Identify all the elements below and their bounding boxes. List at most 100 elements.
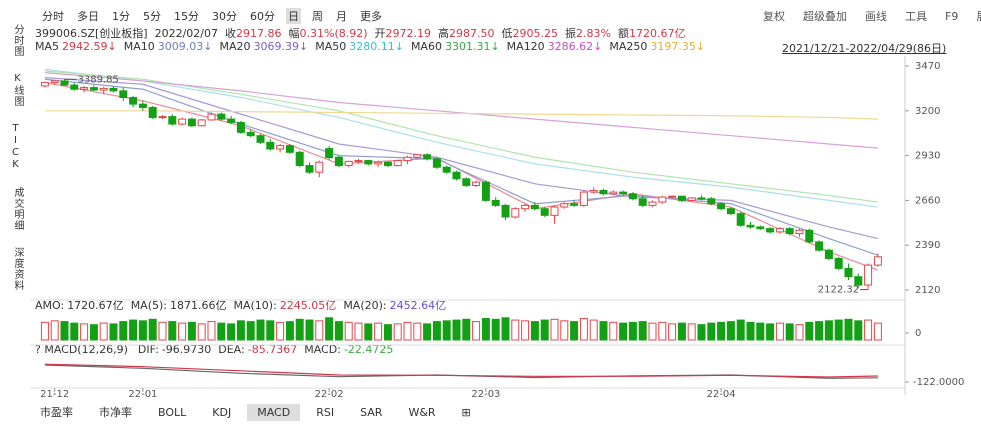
volume-bar [766, 323, 775, 341]
legend-name: MA(5): [130, 299, 167, 312]
candle-body [217, 113, 226, 120]
volume-bar [197, 323, 206, 341]
side-tab[interactable]: K线图 [12, 73, 23, 107]
legend-name: MA20 [219, 40, 251, 53]
period-button[interactable]: 周 [312, 10, 323, 23]
side-tab[interactable]: 分时图 [12, 24, 23, 57]
candle-body [579, 191, 588, 206]
info-item: 低2905.25 [502, 25, 559, 41]
volume-bar [834, 319, 843, 341]
volume-bar [521, 320, 530, 341]
candle-body [168, 116, 177, 125]
volume-bar [325, 317, 334, 341]
period-button[interactable]: 30分 [212, 10, 237, 23]
volume-bar [677, 322, 686, 341]
indicator-tab[interactable]: MACD [247, 403, 301, 421]
volume-bar [717, 321, 726, 341]
legend-item: MA250 3197.35↓ [609, 40, 705, 53]
ma-line [44, 68, 878, 208]
tool-button[interactable]: 画线 [865, 10, 887, 23]
volume-bar [295, 318, 304, 341]
tool-button[interactable]: 工具 [905, 10, 927, 23]
volume-bar [227, 323, 236, 341]
candle-body [413, 154, 422, 158]
candle-body [648, 201, 657, 206]
side-tab[interactable]: 深度资料 [12, 247, 23, 291]
indicator-tab[interactable]: SAR [360, 405, 383, 419]
legend-item: DIF: -96.9730 [138, 343, 211, 356]
indicator-tab[interactable]: ⊞ [461, 405, 471, 419]
candle-body [560, 203, 569, 208]
candle-body [70, 84, 79, 90]
indicator-tab[interactable]: BOLL [158, 405, 187, 419]
candle-body [442, 166, 451, 173]
volume-bar [805, 321, 814, 341]
volume-bar [354, 322, 363, 341]
candle-body [295, 151, 304, 167]
side-tab[interactable]: TICK [10, 123, 21, 171]
volume-bar [187, 321, 196, 341]
legend-value: 3197.35↓ [650, 40, 706, 53]
volume-bar [726, 321, 735, 341]
volume-bar [236, 320, 245, 341]
volume-bar [148, 318, 157, 341]
sidebar: 分时图 K线图 TICK 成交明细深度资料 [10, 24, 28, 307]
volume-bar [697, 324, 706, 341]
tool-button[interactable]: 展开◂ [976, 8, 981, 24]
info-item: 开2972.19 [375, 25, 432, 41]
side-tab[interactable]: 成交明细 [12, 187, 23, 231]
volume-bar [844, 318, 853, 341]
info-label: 开 [374, 27, 386, 40]
legend-name: MA5 [35, 40, 60, 53]
tool-button[interactable]: 超级叠加 [803, 10, 847, 23]
candle-body [864, 264, 873, 286]
period-button[interactable]: 更多 [360, 10, 382, 23]
candle-body [668, 195, 677, 198]
volume-bar [736, 319, 745, 341]
volume-bar [472, 321, 481, 341]
volume-bar [89, 324, 98, 341]
volume-bar [501, 317, 510, 341]
volume-bar [403, 321, 412, 341]
period-button[interactable]: 分时 [42, 10, 64, 23]
indicator-tab[interactable]: 市净率 [99, 406, 132, 419]
volume-bar [481, 318, 490, 341]
volume-legend: AMO: 1720.67亿 MA(5): 1871.66亿 MA(10): 2245.05… [35, 297, 453, 313]
period-button[interactable]: 多日 [77, 10, 99, 23]
candle-body [89, 87, 98, 91]
candle-body [746, 224, 755, 228]
volume-bar [824, 320, 833, 341]
period-button[interactable]: 月 [336, 10, 347, 23]
period-button[interactable]: 60分 [250, 10, 275, 23]
candle-body [824, 249, 833, 259]
legend-value: -96.9730 [161, 343, 212, 356]
ma-line [44, 70, 878, 203]
period-button[interactable]: 日 [286, 8, 301, 24]
y-tick-label: 2660 [915, 195, 940, 206]
tool-button[interactable]: 复权 [763, 10, 785, 23]
indicator-tab[interactable]: RSI [316, 405, 335, 419]
legend-value: 3301.31↓ [444, 40, 500, 53]
volume-bar [40, 321, 49, 341]
indicator-tab[interactable]: W&R [408, 405, 436, 419]
legend-item: MA10 3009.03↓ [124, 40, 213, 53]
indicator-tab[interactable]: 市盈率 [40, 406, 73, 419]
volume-bar [50, 320, 59, 341]
tool-button[interactable]: F9 [945, 9, 959, 23]
candle-body [472, 181, 481, 186]
legend-name: MA(20): [343, 299, 387, 312]
date-range[interactable]: 2021/12/21-2022/04/29(86日) [782, 42, 947, 55]
candle-body [285, 145, 294, 153]
indicator-tab[interactable]: KDJ [212, 405, 232, 419]
period-button[interactable]: 5分 [143, 10, 161, 23]
volume-bar [628, 321, 637, 341]
volume-bar [668, 323, 677, 341]
candle-body [158, 116, 167, 119]
legend-item: ? MACD(12,26,9) [35, 343, 131, 356]
volume-bar [129, 319, 138, 341]
period-button[interactable]: 15分 [174, 10, 199, 23]
period-button[interactable]: 1分 [112, 10, 130, 23]
ma-line [44, 78, 879, 256]
